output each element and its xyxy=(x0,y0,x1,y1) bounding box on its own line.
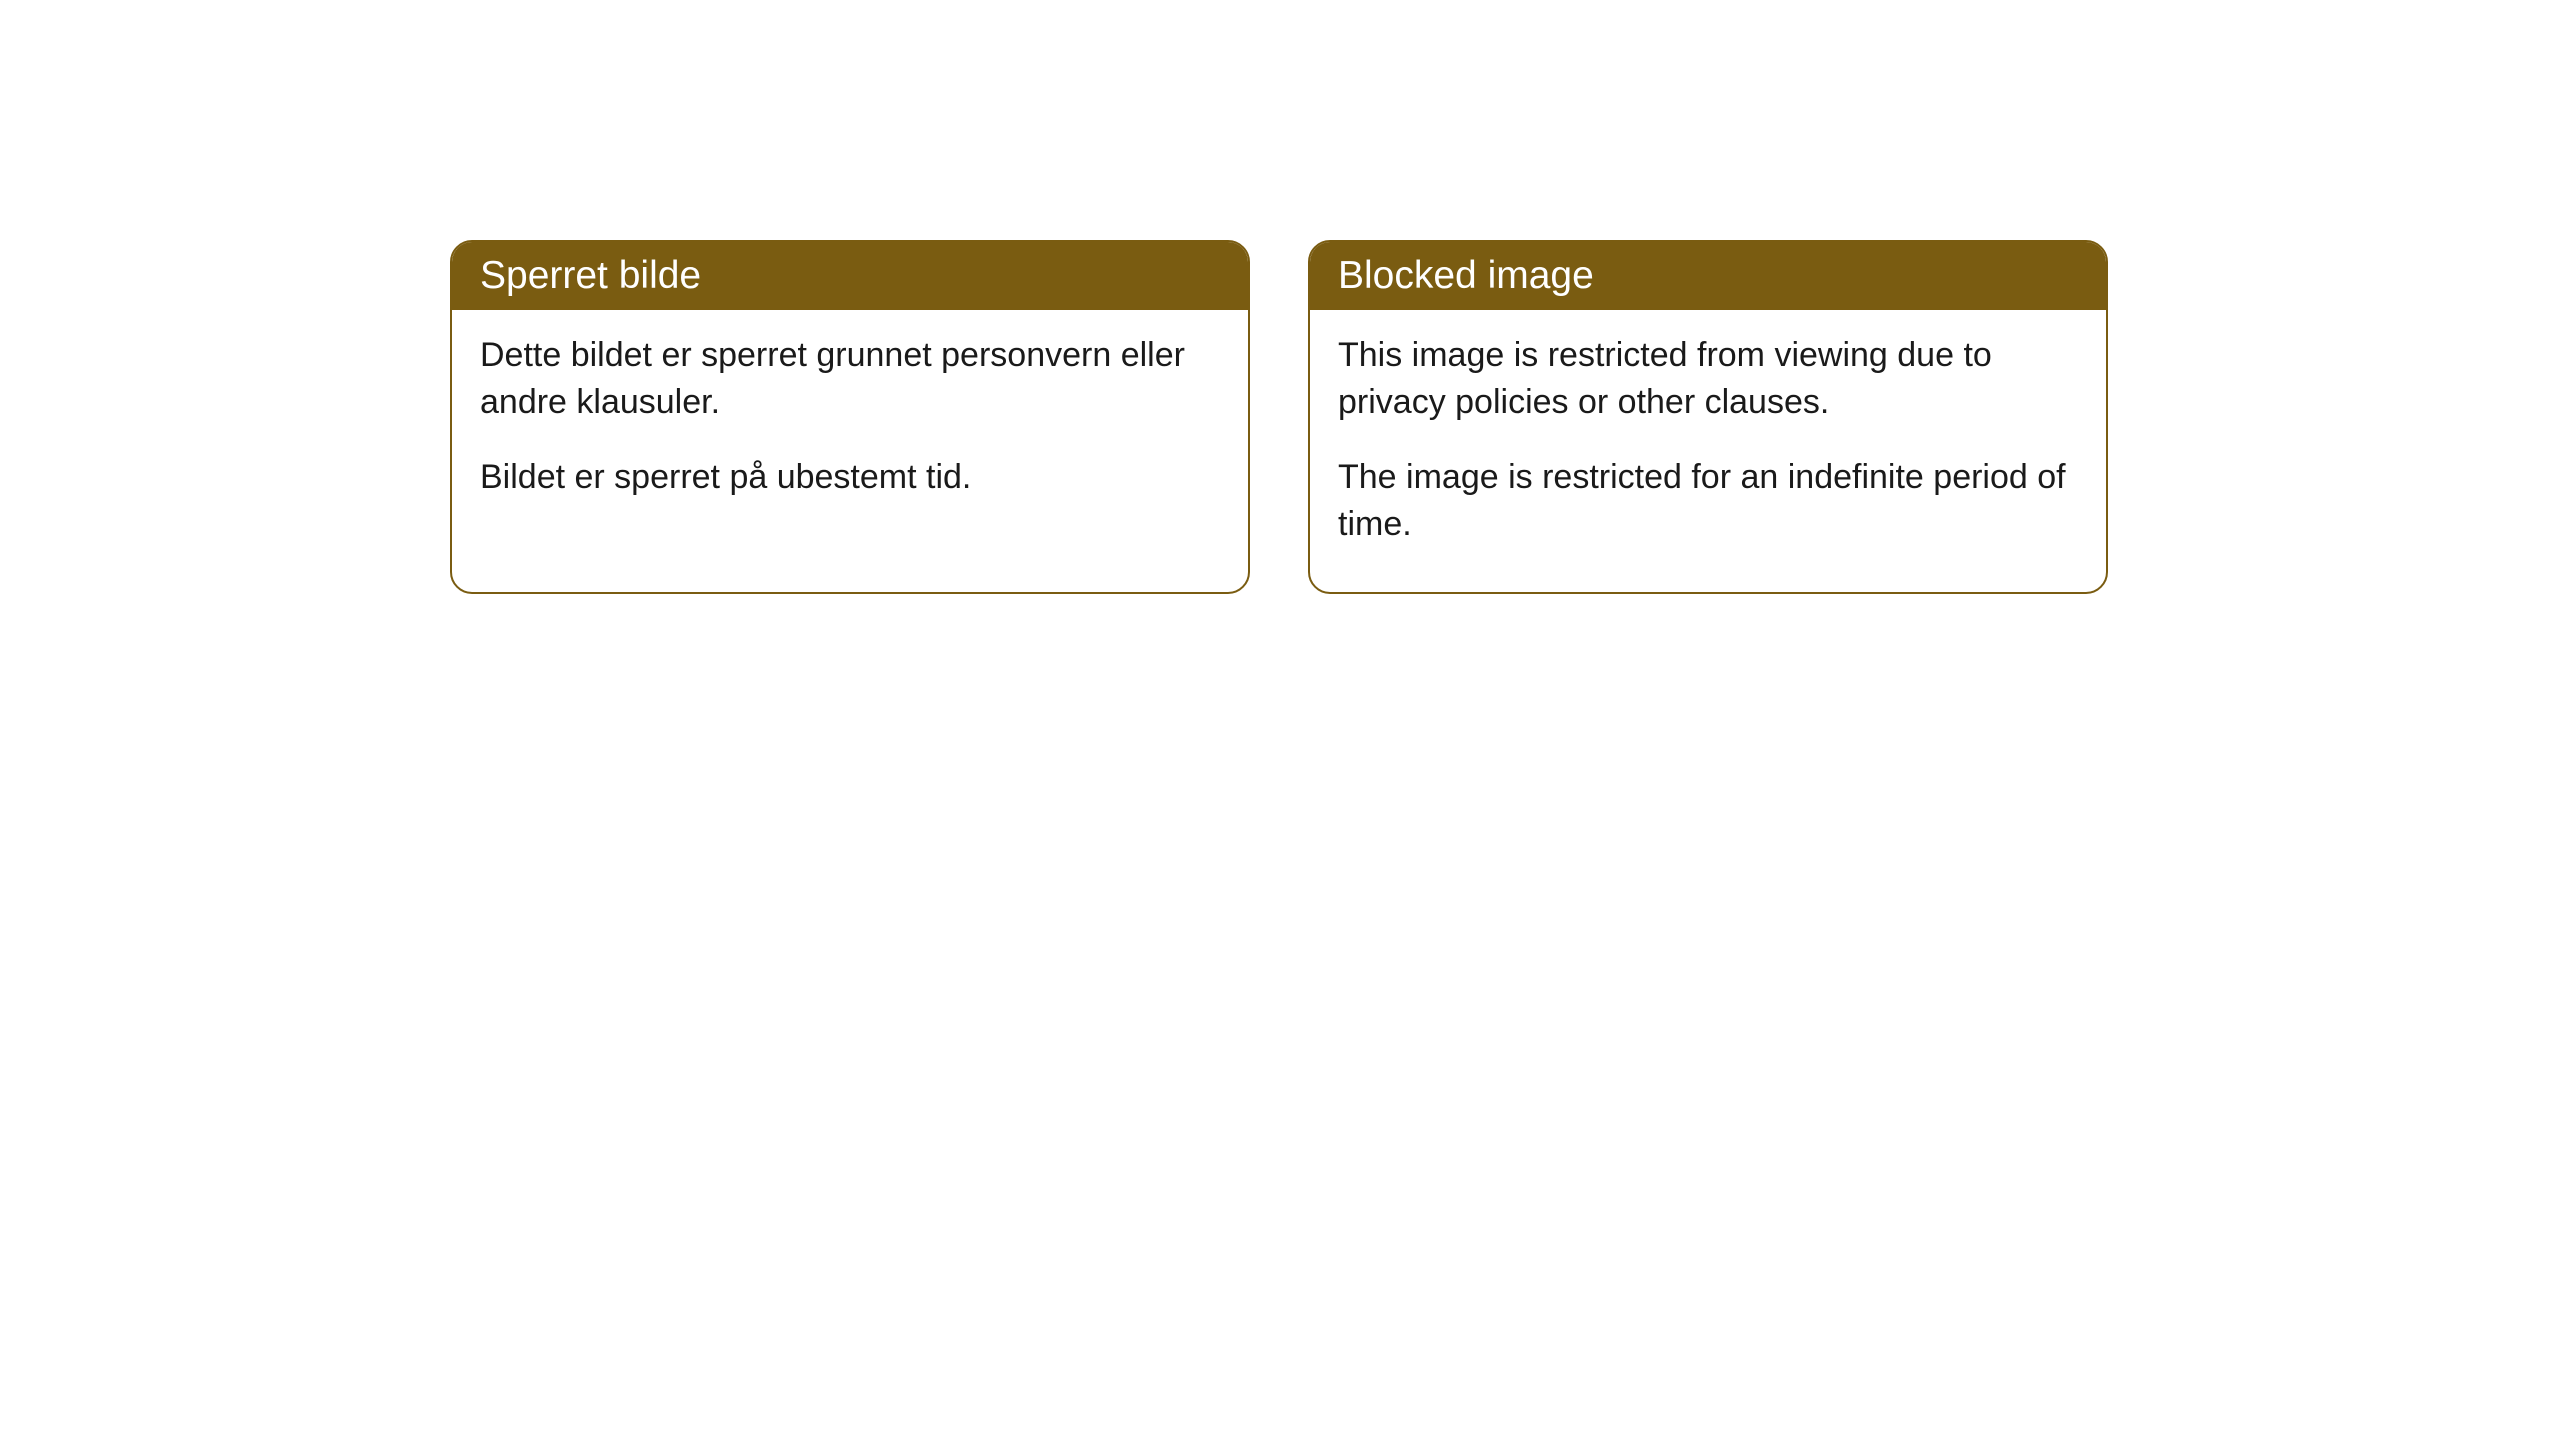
card-header: Blocked image xyxy=(1310,242,2106,310)
card-paragraph: The image is restricted for an indefinit… xyxy=(1338,454,2078,548)
notice-cards-container: Sperret bilde Dette bildet er sperret gr… xyxy=(450,240,2108,594)
card-paragraph: Bildet er sperret på ubestemt tid. xyxy=(480,454,1220,501)
card-paragraph: This image is restricted from viewing du… xyxy=(1338,332,2078,426)
card-header: Sperret bilde xyxy=(452,242,1248,310)
notice-card-english: Blocked image This image is restricted f… xyxy=(1308,240,2108,594)
card-title: Blocked image xyxy=(1338,254,1594,297)
card-title: Sperret bilde xyxy=(480,254,701,297)
card-body: Dette bildet er sperret grunnet personve… xyxy=(452,310,1248,545)
notice-card-norwegian: Sperret bilde Dette bildet er sperret gr… xyxy=(450,240,1250,594)
card-paragraph: Dette bildet er sperret grunnet personve… xyxy=(480,332,1220,426)
card-body: This image is restricted from viewing du… xyxy=(1310,310,2106,592)
